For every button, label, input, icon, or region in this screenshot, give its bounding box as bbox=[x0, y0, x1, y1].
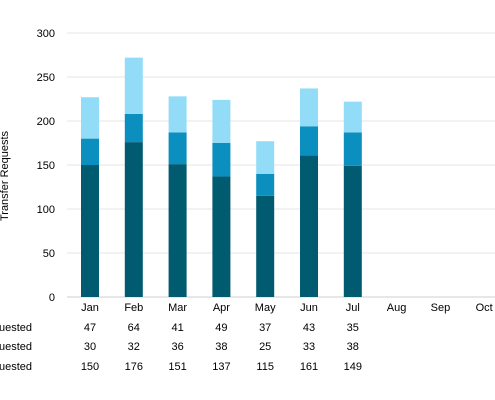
bars bbox=[81, 57, 362, 297]
table-row-label: quested bbox=[0, 341, 32, 353]
bar-segment-may-0 bbox=[256, 195, 275, 297]
x-tick-label-apr: Apr bbox=[213, 302, 230, 314]
table-cell: 32 bbox=[128, 341, 140, 353]
bar-segment-apr-0 bbox=[212, 176, 231, 297]
table-cell: 115 bbox=[256, 361, 274, 373]
bar-segment-mar-1 bbox=[168, 132, 187, 165]
table-cell: 137 bbox=[212, 361, 230, 373]
x-tick-label-jan: Jan bbox=[81, 302, 99, 314]
x-tick-label-oct: Oct bbox=[476, 302, 493, 314]
table-cell: 149 bbox=[344, 361, 362, 373]
y-tick-label: 150 bbox=[37, 160, 55, 172]
y-tick-label: 100 bbox=[37, 204, 55, 216]
bar-segment-jan-1 bbox=[81, 138, 99, 165]
x-tick-label-feb: Feb bbox=[124, 302, 143, 314]
table-cell: 33 bbox=[303, 341, 315, 353]
x-tick-label-jun: Jun bbox=[300, 302, 318, 314]
bar-segment-may-1 bbox=[256, 173, 275, 196]
table-cell: 176 bbox=[125, 361, 143, 373]
bar-segment-jun-0 bbox=[300, 155, 318, 297]
table-cell: 36 bbox=[171, 341, 183, 353]
table-cell: 30 bbox=[84, 341, 96, 353]
table-row-label: quested bbox=[0, 361, 32, 373]
x-tick-label-may: May bbox=[255, 302, 276, 314]
y-axis-title: Transfer Requests bbox=[0, 130, 11, 221]
y-tick-label: 250 bbox=[37, 72, 55, 84]
table-row-label: quested bbox=[0, 322, 32, 334]
x-tick-label-sep: Sep bbox=[431, 302, 451, 314]
table-cell: 41 bbox=[171, 322, 183, 334]
table-cell: 38 bbox=[347, 341, 359, 353]
y-tick-label: 200 bbox=[37, 116, 55, 128]
bar-segment-jun-2 bbox=[300, 88, 318, 127]
bar-segment-jul-0 bbox=[343, 165, 362, 297]
table-cell: 47 bbox=[84, 322, 96, 334]
table-cell: 38 bbox=[215, 341, 227, 353]
bar-segment-jan-0 bbox=[81, 165, 99, 297]
table-cell: 150 bbox=[81, 361, 99, 373]
bar-segment-jan-2 bbox=[81, 97, 99, 139]
x-tick-label-mar: Mar bbox=[168, 302, 187, 314]
bar-segment-may-2 bbox=[256, 141, 275, 174]
x-tick-label-jul: Jul bbox=[346, 302, 360, 314]
table-cell: 151 bbox=[168, 361, 186, 373]
bar-segment-jul-2 bbox=[343, 101, 362, 133]
table-cell: 43 bbox=[303, 322, 315, 334]
bar-segment-mar-0 bbox=[168, 164, 187, 297]
bar-segment-apr-1 bbox=[212, 143, 231, 177]
bar-segment-feb-1 bbox=[124, 113, 143, 143]
y-tick-label: 300 bbox=[37, 28, 55, 40]
bar-segment-mar-2 bbox=[168, 96, 187, 133]
x-tick-label-aug: Aug bbox=[387, 302, 407, 314]
table-cell: 35 bbox=[347, 322, 359, 334]
y-tick-label: 0 bbox=[49, 292, 55, 304]
data-table: quested 47 64 41 49 37 43 35 quested 30 32 36 38 25 33… bbox=[0, 322, 362, 373]
bar-segment-apr-2 bbox=[212, 99, 231, 143]
bar-segment-jun-1 bbox=[300, 126, 318, 156]
y-axis-ticks: 0 50 100 150 200 250 300 bbox=[37, 28, 55, 304]
x-axis-ticks: Jan Feb Mar Apr May Jun Jul Aug Sep Oct bbox=[81, 302, 493, 314]
bar-segment-feb-0 bbox=[124, 142, 143, 297]
table-cell: 37 bbox=[259, 322, 271, 334]
table-cell: 25 bbox=[259, 341, 271, 353]
table-cell: 64 bbox=[128, 322, 140, 334]
table-cell: 49 bbox=[215, 322, 227, 334]
bar-segment-jul-1 bbox=[343, 132, 362, 166]
bar-segment-feb-2 bbox=[124, 57, 143, 114]
y-tick-label: 50 bbox=[43, 248, 55, 260]
table-cell: 161 bbox=[300, 361, 318, 373]
